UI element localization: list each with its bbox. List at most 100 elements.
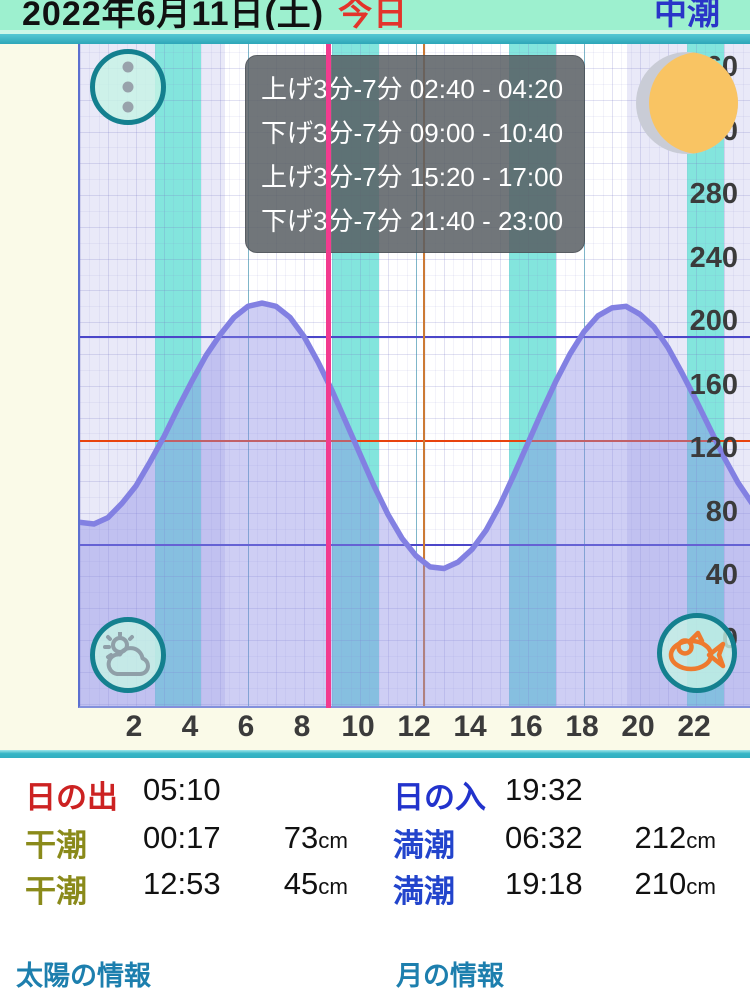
gridline — [686, 44, 688, 706]
low-tide-label: 干潮 — [25, 828, 87, 863]
tide-type-label: 中潮 — [654, 0, 720, 30]
y-axis-tick: 280 — [689, 178, 738, 211]
gridline — [80, 481, 750, 483]
gridline — [724, 44, 725, 706]
gridline — [80, 417, 750, 419]
gridline — [80, 687, 750, 689]
weather-button[interactable] — [90, 617, 166, 693]
gridline — [98, 44, 100, 706]
sunset-time: 19:32 — [505, 772, 583, 807]
gridline — [453, 44, 455, 706]
x-axis-tick: 14 — [453, 710, 487, 743]
fish-button[interactable] — [657, 613, 737, 693]
gridline — [546, 44, 548, 706]
gridline — [80, 624, 750, 626]
gridline — [378, 44, 380, 706]
x-axis-tick: 18 — [565, 710, 599, 743]
gridline — [341, 44, 343, 706]
sunset-label: 日の入 — [393, 780, 486, 815]
low-tide-level: 45cm — [283, 866, 348, 901]
sunrise-time: 05:10 — [143, 772, 221, 807]
gridline — [733, 44, 735, 706]
major-gridline — [416, 44, 417, 706]
gridline — [537, 44, 539, 706]
gridline — [462, 44, 464, 706]
gridline — [80, 274, 750, 276]
gridline — [677, 44, 679, 706]
tooltip-line: 上げ3分-7分 02:40 - 04:20 — [261, 74, 564, 104]
gridline — [332, 44, 333, 706]
gridline — [80, 528, 750, 530]
gridline — [229, 44, 231, 706]
sun-info-link[interactable]: 太陽の情報 — [16, 961, 151, 991]
x-axis-tick: 2 — [125, 710, 143, 743]
noon-line — [423, 44, 426, 706]
high-tide-label: 満潮 — [393, 874, 455, 909]
gridline — [397, 44, 399, 706]
gridline — [80, 576, 750, 578]
gridline — [705, 44, 707, 706]
tide-phase-band — [686, 44, 724, 706]
reference-level-line — [80, 543, 750, 546]
gridline — [696, 44, 697, 706]
y-axis-tick: 200 — [689, 305, 738, 338]
tide-phase-tooltip: 上げ3分-7分 02:40 - 04:20 下げ3分-7分 09:00 - 10… — [245, 55, 585, 253]
x-axis-tick: 4 — [181, 710, 199, 743]
gridline — [257, 44, 259, 706]
x-axis-tick: 12 — [397, 710, 431, 743]
gridline — [434, 44, 436, 706]
sun-cloud-icon — [103, 632, 150, 676]
y-axis-tick: 240 — [689, 241, 738, 274]
gridline — [350, 44, 352, 706]
moon-info-link[interactable]: 月の情報 — [396, 961, 504, 991]
high-tide-time: 06:32 — [505, 820, 583, 855]
gridline — [80, 655, 750, 657]
tide-row: 干潮 12:53 45cm 満潮 19:18 210cm — [0, 866, 750, 909]
gridline — [80, 44, 81, 706]
fish-icon — [668, 630, 726, 672]
gridline — [742, 44, 744, 706]
gridline — [444, 44, 445, 706]
gridline — [649, 44, 651, 706]
gridline — [668, 44, 669, 706]
low-tide-level: 73cm — [283, 820, 348, 855]
x-axis-tick: 16 — [509, 710, 543, 743]
gridline — [238, 44, 240, 706]
gridline — [80, 496, 750, 498]
gridline — [80, 671, 750, 673]
gridline — [640, 44, 641, 706]
moon-phase-icon[interactable] — [632, 48, 742, 163]
gridline — [658, 44, 660, 706]
gridline — [182, 44, 184, 706]
gridline — [80, 433, 750, 435]
gridline — [80, 465, 750, 467]
gridline — [173, 44, 175, 706]
gridline — [80, 290, 750, 292]
today-label: 今日 — [338, 0, 409, 30]
gridline — [481, 44, 483, 706]
gridline — [490, 44, 492, 706]
header-divider — [0, 34, 750, 44]
major-gridline — [584, 44, 585, 706]
gridline — [574, 44, 576, 706]
gridline — [117, 44, 119, 706]
x-axis-tick: 20 — [621, 710, 655, 743]
gridline — [154, 44, 156, 706]
kebab-menu-icon — [122, 61, 134, 113]
gridline — [145, 44, 147, 706]
menu-button[interactable] — [90, 49, 166, 125]
gridline — [164, 44, 165, 706]
gridline — [220, 44, 221, 706]
x-axis-tick: 6 — [237, 710, 255, 743]
gridline — [80, 52, 750, 54]
low-tide-time: 12:53 — [143, 866, 221, 901]
tide-row: 干潮 00:17 73cm 満潮 06:32 212cm — [0, 820, 750, 863]
x-axis-tick: 22 — [677, 710, 711, 743]
x-axis-tick: 10 — [341, 710, 375, 743]
high-tide-label: 満潮 — [393, 828, 455, 863]
y-axis-tick: 40 — [705, 559, 738, 592]
gridline — [360, 44, 361, 706]
gridline — [126, 44, 128, 706]
tooltip-line: 下げ3分-7分 09:00 - 10:40 — [261, 118, 564, 148]
gridline — [80, 338, 750, 340]
